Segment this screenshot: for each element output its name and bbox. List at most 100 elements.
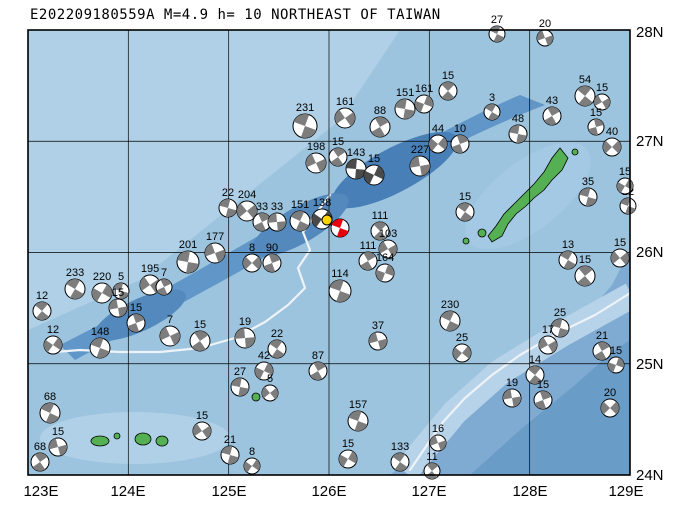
depth-label: 54 [579, 74, 591, 86]
focal-mechanism: 22 [267, 328, 287, 359]
focal-mechanism: 5 [261, 373, 279, 402]
depth-label: 195 [141, 263, 159, 275]
focal-mechanism: 15 [126, 302, 146, 333]
focal-mechanism: 15 [610, 237, 630, 268]
lat-label-27n: 27N [636, 133, 664, 150]
depth-label: 15 [614, 237, 626, 249]
focal-mechanism: 20 [600, 387, 620, 418]
focal-mechanism: 10 [450, 123, 470, 154]
ishigaki-island [155, 435, 169, 447]
focal-mechanism: 44 [428, 123, 448, 154]
depth-label: 161 [415, 83, 433, 95]
focal-mechanism: 15 [593, 82, 611, 111]
kume-island [251, 392, 261, 402]
focal-mechanism: 12 [32, 290, 52, 321]
depth-label: 22 [222, 187, 234, 199]
focal-mechanism: 111 [358, 240, 378, 271]
lon-label-125e: 125E [211, 483, 246, 500]
depth-label: 5 [118, 271, 124, 283]
focal-mechanism: 157 [347, 399, 369, 432]
lat-label-28n: 28N [636, 24, 664, 41]
depth-label: 87 [312, 350, 324, 362]
focal-mechanism: 7 [159, 314, 181, 347]
focal-mechanism: 5 [112, 271, 130, 300]
focal-mechanism: 151 [394, 87, 416, 120]
depth-label: 68 [34, 441, 46, 453]
lon-label-123e: 123E [23, 483, 58, 500]
depth-label: 151 [396, 87, 414, 99]
main-event-epicenter-marker [321, 214, 333, 226]
trough-deep-core [332, 131, 458, 209]
focal-mechanism: 143 [345, 147, 367, 180]
depth-label: 15 [596, 82, 608, 94]
depth-label: 220 [93, 271, 111, 283]
depth-label: 7 [161, 267, 167, 279]
depth-label: 230 [441, 299, 459, 311]
focal-mechanism: 19 [234, 316, 256, 349]
focal-mechanism: 220 [91, 271, 113, 304]
focal-mechanism: 201 [176, 239, 200, 274]
lat-label-26n: 26N [636, 244, 664, 261]
depth-label: 19 [239, 316, 251, 328]
depth-label: 13 [562, 239, 574, 251]
focal-mechanism: 148 [89, 326, 111, 359]
depth-label: 204 [238, 189, 256, 201]
focal-mechanism: 48 [508, 113, 528, 144]
focal-mechanism: 15 [189, 319, 211, 352]
focal-mechanism: 204 [236, 189, 258, 222]
depth-label: 35 [582, 176, 594, 188]
depth-label: 15 [130, 302, 142, 314]
depth-label: 16 [432, 423, 444, 435]
depth-label: 90 [266, 242, 278, 254]
focal-mechanism: 87 [308, 350, 328, 381]
depth-label: 15 [619, 166, 631, 178]
focal-mechanism: 111 [370, 210, 390, 241]
depth-label: 20 [539, 18, 551, 30]
focal-mechanism: 15 [192, 410, 212, 441]
focal-mechanism: 42 [254, 350, 274, 381]
focal-mechanism: 25 [452, 332, 472, 363]
focal-mechanism: 227 [409, 144, 431, 177]
depth-label: 15 [537, 379, 549, 391]
depth-label: 27 [234, 366, 246, 378]
depth-label: 19 [506, 377, 518, 389]
depth-label: 3 [489, 92, 495, 104]
okinawa-island [487, 147, 569, 243]
focal-mechanism: 20 [536, 18, 554, 47]
focal-mechanism: 230 [439, 299, 461, 332]
depth-label: 201 [179, 239, 197, 251]
lon-label-128e: 128E [512, 483, 547, 500]
depth-label: 27 [491, 14, 503, 26]
depth-label: 15 [368, 153, 380, 165]
focal-mechanism: 17 [538, 324, 558, 355]
depth-label: 15 [459, 191, 471, 203]
lat-label-24n: 24N [636, 467, 664, 484]
focal-mechanism: 12 [43, 324, 63, 355]
depth-label: 198 [307, 141, 325, 153]
focal-mechanism: 15 [363, 153, 385, 186]
depth-label: 8 [249, 242, 255, 254]
focal-mechanism: 151 [289, 199, 311, 232]
depth-label: 37 [372, 320, 384, 332]
depth-label: 111 [360, 240, 377, 252]
focal-mechanism: 33 [252, 201, 272, 232]
focal-mechanism: 15 [607, 345, 625, 374]
map-frame [27, 29, 631, 476]
lat-label-25n: 25N [636, 356, 664, 373]
depth-label: 14 [529, 354, 541, 366]
depth-label: 15 [342, 438, 354, 450]
depth-label: 114 [331, 268, 349, 280]
focal-mechanism: 40 [602, 126, 622, 157]
depth-label: 103 [379, 228, 397, 240]
focal-mechanism: 177 [204, 231, 226, 264]
focal-mechanism: 68 [30, 441, 50, 472]
depth-label: 21 [596, 330, 608, 342]
beachball-layer: 2720541543484015121535131515231161881511… [30, 14, 637, 480]
kerama-island [477, 228, 487, 238]
depth-label: 157 [349, 399, 367, 411]
depth-label: 25 [456, 332, 468, 344]
depth-label: 88 [374, 105, 386, 117]
focal-mechanism: 15 [328, 136, 348, 167]
focal-mechanism: 15 [533, 379, 553, 410]
